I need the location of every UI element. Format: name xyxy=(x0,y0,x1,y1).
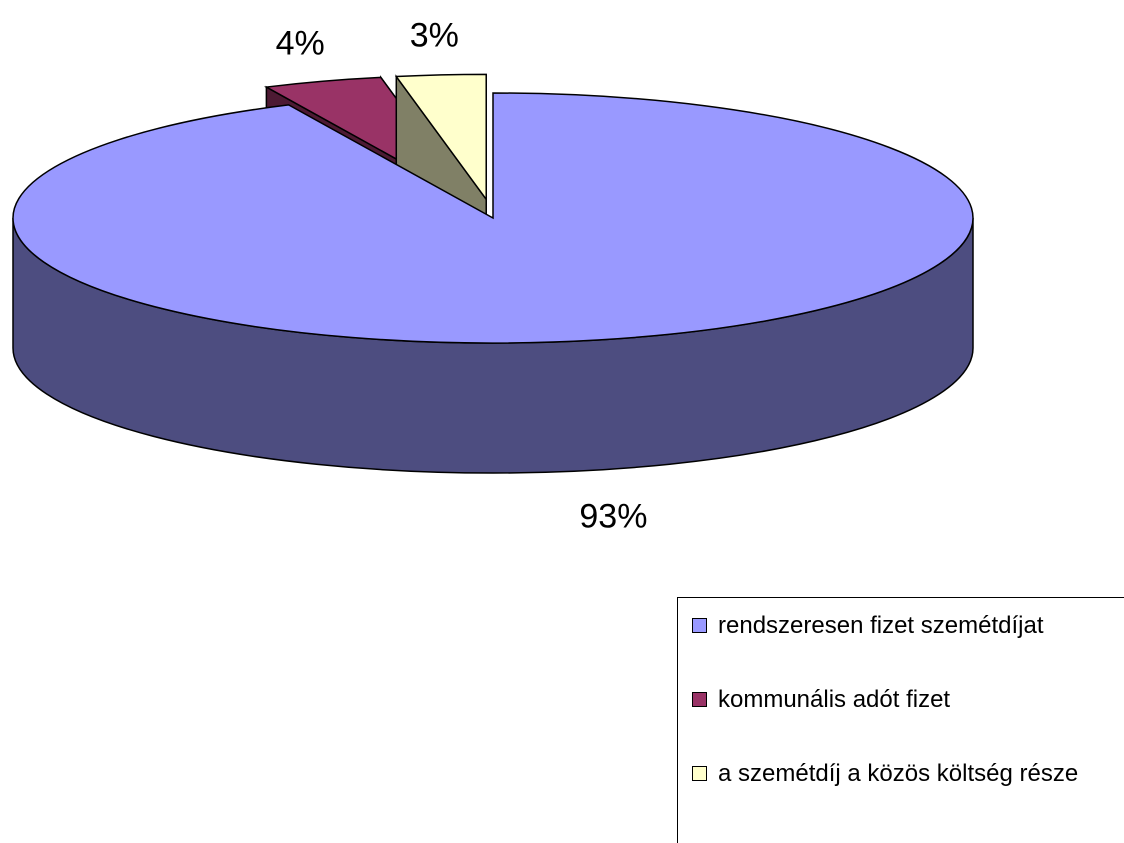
legend-label: rendszeresen fizet szemétdíjat xyxy=(718,612,1044,639)
data-label: 3% xyxy=(410,17,459,55)
legend-entry: rendszeresen fizet szemétdíjat xyxy=(692,612,1124,640)
data-label: 93% xyxy=(579,498,647,536)
legend-entry: kommunális adót fizet xyxy=(692,686,1124,714)
slice xyxy=(12,92,974,474)
slice-top xyxy=(12,92,974,344)
legend-swatch xyxy=(692,692,707,707)
legend-swatch xyxy=(692,618,707,633)
slice-top xyxy=(394,73,487,202)
legend: rendszeresen fizet szemétdíjat kommunális… xyxy=(677,597,1124,843)
legend-entry: a szemétdíj a közös költség része xyxy=(692,760,1124,788)
legend-label: kommunális adót fizet xyxy=(718,686,951,713)
data-label: 4% xyxy=(276,25,325,63)
legend-label: a szemétdíj a közös költség része xyxy=(718,760,1079,787)
legend-swatch xyxy=(692,766,707,781)
